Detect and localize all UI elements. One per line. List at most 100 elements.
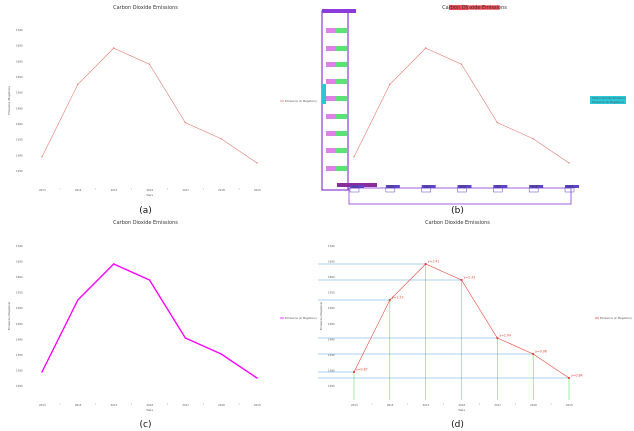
xtick-box-1	[385, 185, 400, 188]
data-point-5	[532, 138, 534, 140]
c-xtick-3: 2016	[147, 403, 154, 407]
a-ytick-1: 1650	[16, 44, 23, 48]
data-point-3	[148, 279, 151, 281]
legend-box	[590, 96, 626, 104]
ytick-box-6	[326, 131, 336, 136]
c-ytick-1: 1650	[16, 260, 23, 264]
panel-caption: (d)	[451, 420, 464, 430]
a-xtick-3: 2016	[147, 188, 154, 192]
d-ytick-8: 1300	[328, 368, 335, 372]
data-point-3	[460, 278, 463, 282]
ytick-box-4	[326, 96, 336, 101]
ytick-box-value-4	[336, 96, 347, 101]
xtick-label-4: 2017	[495, 185, 502, 188]
d-ytick-2: 1600	[328, 275, 335, 279]
x-axis-label: Years	[146, 408, 153, 412]
c-xtick-5: 2018	[218, 403, 225, 407]
data-point-0	[352, 370, 356, 374]
d-xtick-0: 2013	[351, 403, 358, 407]
ytick-box-value-8	[336, 166, 347, 171]
d-ytick-5: 1450	[328, 322, 335, 326]
panel-d: Carbon Dioxide Emissions Years Emissions (…	[318, 220, 632, 430]
data-point-5	[220, 138, 222, 140]
a-xtick-5: 2018	[218, 188, 225, 192]
ytick-box-value-6	[336, 131, 347, 136]
panel-b: Carbon Dioxide Emissions 2013 2014 2015 2016…	[321, 4, 626, 216]
y-axis-label: Emissions (Megatons)	[319, 302, 323, 330]
c-ytick-0: 1700	[16, 244, 23, 248]
data-point-5	[532, 352, 535, 356]
xtick-sub-box-0	[349, 187, 360, 193]
xtick-sub-box-5	[528, 187, 539, 193]
xtick-box-5	[529, 185, 544, 188]
c-xtick-1: 2014	[75, 403, 82, 407]
title-box	[449, 5, 500, 10]
series-line	[41, 47, 258, 164]
ytick-box-8	[326, 166, 336, 171]
data-label-2: y=1.41	[428, 260, 440, 264]
legend-entry: Emissions (in Megatons)	[592, 100, 624, 104]
legend-title: Carbon Dioxide Emissions	[592, 96, 626, 100]
ytick-box-1	[326, 46, 336, 51]
a-ytick-5: 1450	[16, 106, 23, 110]
d-ytick-7: 1350	[328, 353, 335, 357]
c-xtick-2: 2015	[111, 403, 118, 407]
a-xtick-0: 2013	[39, 188, 46, 192]
chart-title: Carbon Dioxide Emissions	[425, 220, 490, 226]
d-xtick-3: 2016	[459, 403, 466, 407]
data-point-6	[568, 162, 570, 164]
xtick-box-2	[421, 185, 436, 188]
c-xtick-4: 2017	[182, 403, 189, 407]
ytick-box-2	[326, 62, 336, 67]
c-ytick-4: 1500	[16, 306, 23, 310]
ytick-box-value-2	[336, 62, 347, 67]
a-ytick-6: 1400	[16, 122, 23, 126]
ytick-box-5	[326, 114, 336, 119]
chart-title: Carbon Dioxide Emissions	[442, 5, 507, 11]
a-xtick-6: 2019	[254, 188, 261, 192]
xtick-sub-box-1	[385, 187, 396, 193]
ytick-box-value-3	[336, 79, 347, 84]
a-ytick-9: 1250	[16, 169, 23, 173]
xtick-label-5: 2018	[531, 185, 538, 188]
ytick-box-7	[326, 148, 336, 153]
c-xtick-0: 2013	[39, 403, 46, 407]
panel-a: Carbon Dioxide Emissions Years Emissions (…	[7, 5, 317, 216]
legend-entry: Emissions (in Megatons)	[285, 316, 317, 320]
data-point-3	[148, 63, 151, 65]
panel-caption: (c)	[140, 420, 152, 430]
ytick-box-value-1	[336, 46, 347, 51]
a-ytick-4: 1500	[16, 91, 23, 95]
title-box-highlight	[468, 4, 501, 11]
a-xtick-4: 2017	[182, 188, 189, 192]
a-ytick-7: 1350	[16, 138, 23, 142]
data-point-2	[424, 262, 427, 266]
c-ytick-6: 1400	[16, 337, 23, 341]
xtick-box-0	[350, 185, 364, 188]
xtick-sub-box-3	[457, 187, 467, 193]
d-xtick-2: 2015	[423, 403, 430, 407]
data-point-1	[388, 298, 391, 302]
ytick-box-value-0	[336, 28, 347, 33]
d-ytick-0: 1700	[328, 244, 335, 248]
data-point-1	[77, 83, 79, 86]
a-xtick-1: 2014	[75, 188, 82, 192]
a-xtick-2: 2015	[111, 188, 118, 192]
xtick-label-3: 2016	[460, 185, 467, 188]
data-point-4	[184, 121, 187, 124]
a-ytick-3: 1550	[16, 75, 23, 79]
data-point-6	[256, 162, 258, 164]
xtick-sub-box-2	[421, 187, 431, 193]
ytick-header-box	[322, 9, 356, 13]
data-point-6	[256, 377, 258, 379]
ytick-box-3	[326, 79, 336, 84]
data-point-0	[353, 156, 355, 158]
d-ytick-6: 1400	[328, 337, 335, 341]
data-label-5: y=0.96	[535, 350, 547, 354]
x-axis-label: Years	[146, 193, 153, 197]
data-label-6: y=0.84	[571, 374, 583, 378]
d-xtick-5: 2018	[530, 403, 537, 407]
y-axis-label: Emissions (Megatons)	[7, 302, 11, 330]
a-ytick-2: 1600	[16, 59, 23, 63]
series-line	[41, 263, 258, 379]
